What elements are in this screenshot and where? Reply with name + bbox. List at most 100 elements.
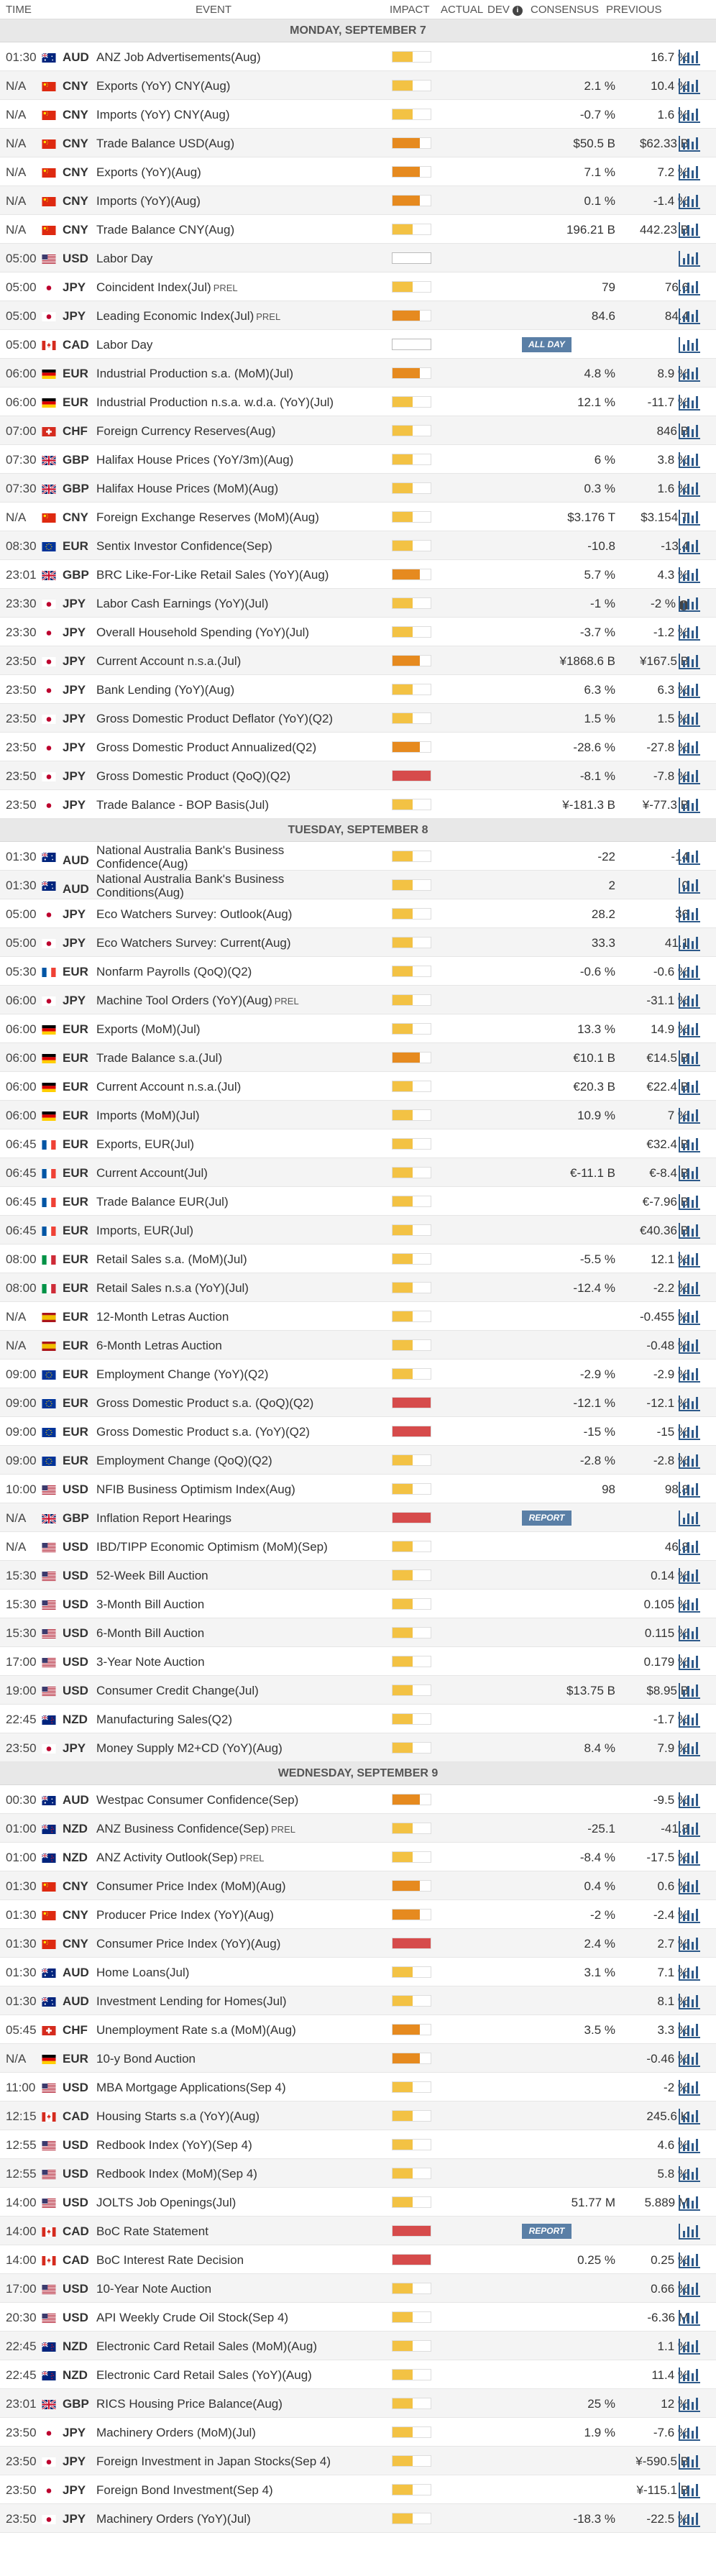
chart-icon[interactable] <box>679 2252 700 2268</box>
event-row[interactable]: 23:50 JPY Machinery Orders (YoY)(Jul) -18.3… <box>0 2504 716 2533</box>
event-row[interactable]: N/A EUR 12-Month Letras Auction -0.455 % <box>0 1302 716 1331</box>
chart-icon[interactable] <box>679 1453 700 1469</box>
event-name-text[interactable]: Bank Lending (YoY)(Aug) <box>96 683 235 697</box>
chart-icon[interactable] <box>679 1309 700 1325</box>
chart-icon[interactable] <box>679 2080 700 2096</box>
event-name[interactable]: Foreign Exchange Reserves (MoM)(Aug) <box>96 510 384 525</box>
event-name-text[interactable]: 6-Month Letras Auction <box>96 1339 222 1352</box>
chart-icon[interactable] <box>679 1712 700 1728</box>
event-name[interactable]: Trade Balance EUR(Jul) <box>96 1195 384 1209</box>
event-name-text[interactable]: Investment Lending for Homes(Jul) <box>96 1994 287 2008</box>
event-name[interactable]: Employment Change (QoQ)(Q2) <box>96 1454 384 1468</box>
event-name-text[interactable]: 12-Month Letras Auction <box>96 1310 229 1324</box>
event-name[interactable]: Leading Economic Index(Jul) PREL <box>96 309 384 324</box>
event-name-text[interactable]: ANZ Activity Outlook(Sep) <box>96 1851 238 1864</box>
event-name-text[interactable]: Consumer Credit Change(Jul) <box>96 1684 259 1697</box>
chart-icon[interactable] <box>679 964 700 980</box>
event-row[interactable]: 09:00 EUR Gross Domestic Product s.a. (YoY… <box>0 1417 716 1446</box>
event-row[interactable]: 23:50 JPY Bank Lending (YoY)(Aug) 6.3 % 6.3 … <box>0 675 716 704</box>
event-row[interactable]: 11:00 USD MBA Mortgage Applications(Sep 4)… <box>0 2073 716 2101</box>
event-name-text[interactable]: Machinery Orders (YoY)(Jul) <box>96 2512 251 2526</box>
event-row[interactable]: 06:00 EUR Industrial Production s.a. (MoM)… <box>0 359 716 388</box>
chart-icon[interactable] <box>679 1165 700 1181</box>
event-name-text[interactable]: Consumer Price Index (MoM)(Aug) <box>96 1879 286 1893</box>
event-name[interactable]: 6-Month Bill Auction <box>96 1626 384 1641</box>
event-row[interactable]: 08:30 EUR Sentix Investor Confidence(Sep) -… <box>0 531 716 560</box>
chart-icon[interactable] <box>679 1539 700 1555</box>
event-row[interactable]: 06:00 EUR Trade Balance s.a.(Jul) €10.1 B €1… <box>0 1043 716 1072</box>
event-name[interactable]: Machinery Orders (YoY)(Jul) <box>96 2512 384 2526</box>
event-row[interactable]: 01:30 AUD National Australia Bank's Busine… <box>0 842 716 871</box>
event-name[interactable]: Imports, EUR(Jul) <box>96 1224 384 1238</box>
event-name[interactable]: Current Account n.s.a.(Jul) <box>96 1080 384 1094</box>
chart-icon[interactable] <box>679 1280 700 1296</box>
event-row[interactable]: 05:00 JPY Leading Economic Index(Jul) PREL 8… <box>0 301 716 330</box>
event-row[interactable]: N/A GBP Inflation Report Hearings REPORT <box>0 1503 716 1532</box>
event-name[interactable]: 10-Year Note Auction <box>96 2282 384 2296</box>
event-name[interactable]: Halifax House Prices (YoY/3m)(Aug) <box>96 453 384 467</box>
event-name[interactable]: BoC Rate Statement <box>96 2224 384 2239</box>
event-name[interactable]: 52-Week Bill Auction <box>96 1569 384 1583</box>
event-name[interactable]: ANZ Business Confidence(Sep) PREL <box>96 1822 384 1836</box>
chart-icon[interactable] <box>679 1511 700 1526</box>
event-row[interactable]: 07:00 CHF Foreign Currency Reserves(Aug) 84… <box>0 416 716 445</box>
event-row[interactable]: 22:45 NZD Electronic Card Retail Sales (Yo… <box>0 2360 716 2389</box>
event-row[interactable]: 23:50 JPY Machinery Orders (MoM)(Jul) 1.9 %… <box>0 2418 716 2447</box>
event-name-text[interactable]: Current Account n.s.a.(Jul) <box>96 1080 242 1094</box>
event-row[interactable]: 09:00 EUR Employment Change (QoQ)(Q2) -2.8 … <box>0 1446 716 1475</box>
event-row[interactable]: 20:30 USD API Weekly Crude Oil Stock(Sep 4… <box>0 2303 716 2332</box>
event-row[interactable]: N/A CNY Trade Balance USD(Aug) $50.5 B $62.3… <box>0 129 716 157</box>
event-name-text[interactable]: Overall Household Spending (YoY)(Jul) <box>96 625 310 639</box>
event-name[interactable]: Redbook Index (YoY)(Sep 4) <box>96 2138 384 2153</box>
chart-icon[interactable] <box>679 567 700 583</box>
chart-icon[interactable] <box>679 2339 700 2355</box>
chart-icon[interactable] <box>679 1965 700 1981</box>
event-name[interactable]: Industrial Production n.s.a. w.d.a. (YoY… <box>96 395 384 410</box>
chart-icon[interactable] <box>679 538 700 554</box>
event-name[interactable]: Bank Lending (YoY)(Aug) <box>96 683 384 697</box>
event-name-text[interactable]: Imports (YoY)(Aug) <box>96 194 201 208</box>
chart-icon[interactable] <box>679 1395 700 1411</box>
chart-icon[interactable] <box>679 423 700 439</box>
chart-icon[interactable] <box>679 1654 700 1670</box>
chart-icon[interactable] <box>679 2483 700 2498</box>
event-name[interactable]: Consumer Price Index (YoY)(Aug) <box>96 1937 384 1951</box>
event-name-text[interactable]: Gross Domestic Product s.a. (YoY)(Q2) <box>96 1425 310 1439</box>
event-row[interactable]: 07:30 GBP Halifax House Prices (MoM)(Aug) 0… <box>0 474 716 503</box>
chart-icon[interactable] <box>679 1792 700 1808</box>
event-name-text[interactable]: Exports (YoY)(Aug) <box>96 165 201 179</box>
event-name[interactable]: Employment Change (YoY)(Q2) <box>96 1367 384 1382</box>
event-name-text[interactable]: Inflation Report Hearings <box>96 1511 232 1525</box>
event-name-text[interactable]: BoC Rate Statement <box>96 2224 208 2238</box>
chart-icon[interactable] <box>679 878 700 894</box>
event-name-text[interactable]: Foreign Bond Investment(Sep 4) <box>96 2483 273 2497</box>
event-name-text[interactable]: Trade Balance EUR(Jul) <box>96 1195 229 1209</box>
event-row[interactable]: 14:00 CAD BoC Rate Statement REPORT <box>0 2217 716 2245</box>
event-name-text[interactable]: 10-y Bond Auction <box>96 2052 196 2066</box>
chart-icon[interactable] <box>679 222 700 238</box>
event-name-text[interactable]: Money Supply M2+CD (YoY)(Aug) <box>96 1741 283 1755</box>
event-name[interactable]: National Australia Bank's Business Condi… <box>96 872 312 899</box>
event-name[interactable]: Labor Day <box>96 252 384 266</box>
event-row[interactable]: 00:30 AUD Westpac Consumer Confidence(Sep)… <box>0 1785 716 1814</box>
chart-icon[interactable] <box>679 1194 700 1210</box>
event-name[interactable]: Trade Balance s.a.(Jul) <box>96 1051 384 1065</box>
event-row[interactable]: 01:30 CNY Consumer Price Index (MoM)(Aug) 0… <box>0 1871 716 1900</box>
event-row[interactable]: 05:30 EUR Nonfarm Payrolls (QoQ)(Q2) -0.6 %… <box>0 957 716 986</box>
chart-icon[interactable] <box>679 907 700 922</box>
event-row[interactable]: 05:00 JPY Eco Watchers Survey: Current(Aug… <box>0 928 716 957</box>
chart-icon[interactable] <box>679 165 700 180</box>
event-name-text[interactable]: ANZ Job Advertisements(Aug) <box>96 50 261 64</box>
chart-icon[interactable] <box>679 2368 700 2383</box>
chart-icon[interactable] <box>679 1367 700 1383</box>
event-row[interactable]: 17:00 USD 10-Year Note Auction 0.66 % <box>0 2274 716 2303</box>
info-icon[interactable]: i <box>512 6 523 16</box>
chart-icon[interactable] <box>679 711 700 727</box>
event-name-text[interactable]: MBA Mortgage Applications(Sep 4) <box>96 2081 286 2094</box>
event-row[interactable]: N/A CNY Foreign Exchange Reserves (MoM)(Au… <box>0 503 716 531</box>
chart-icon[interactable] <box>679 308 700 324</box>
event-row[interactable]: 01:30 AUD ANZ Job Advertisements(Aug) 16.7 … <box>0 42 716 71</box>
event-row[interactable]: N/A EUR 10-y Bond Auction -0.46 % <box>0 2044 716 2073</box>
event-row[interactable]: 01:30 CNY Producer Price Index (YoY)(Aug) -… <box>0 1900 716 1929</box>
event-row[interactable]: 23:50 JPY Foreign Bond Investment(Sep 4) ¥-… <box>0 2475 716 2504</box>
